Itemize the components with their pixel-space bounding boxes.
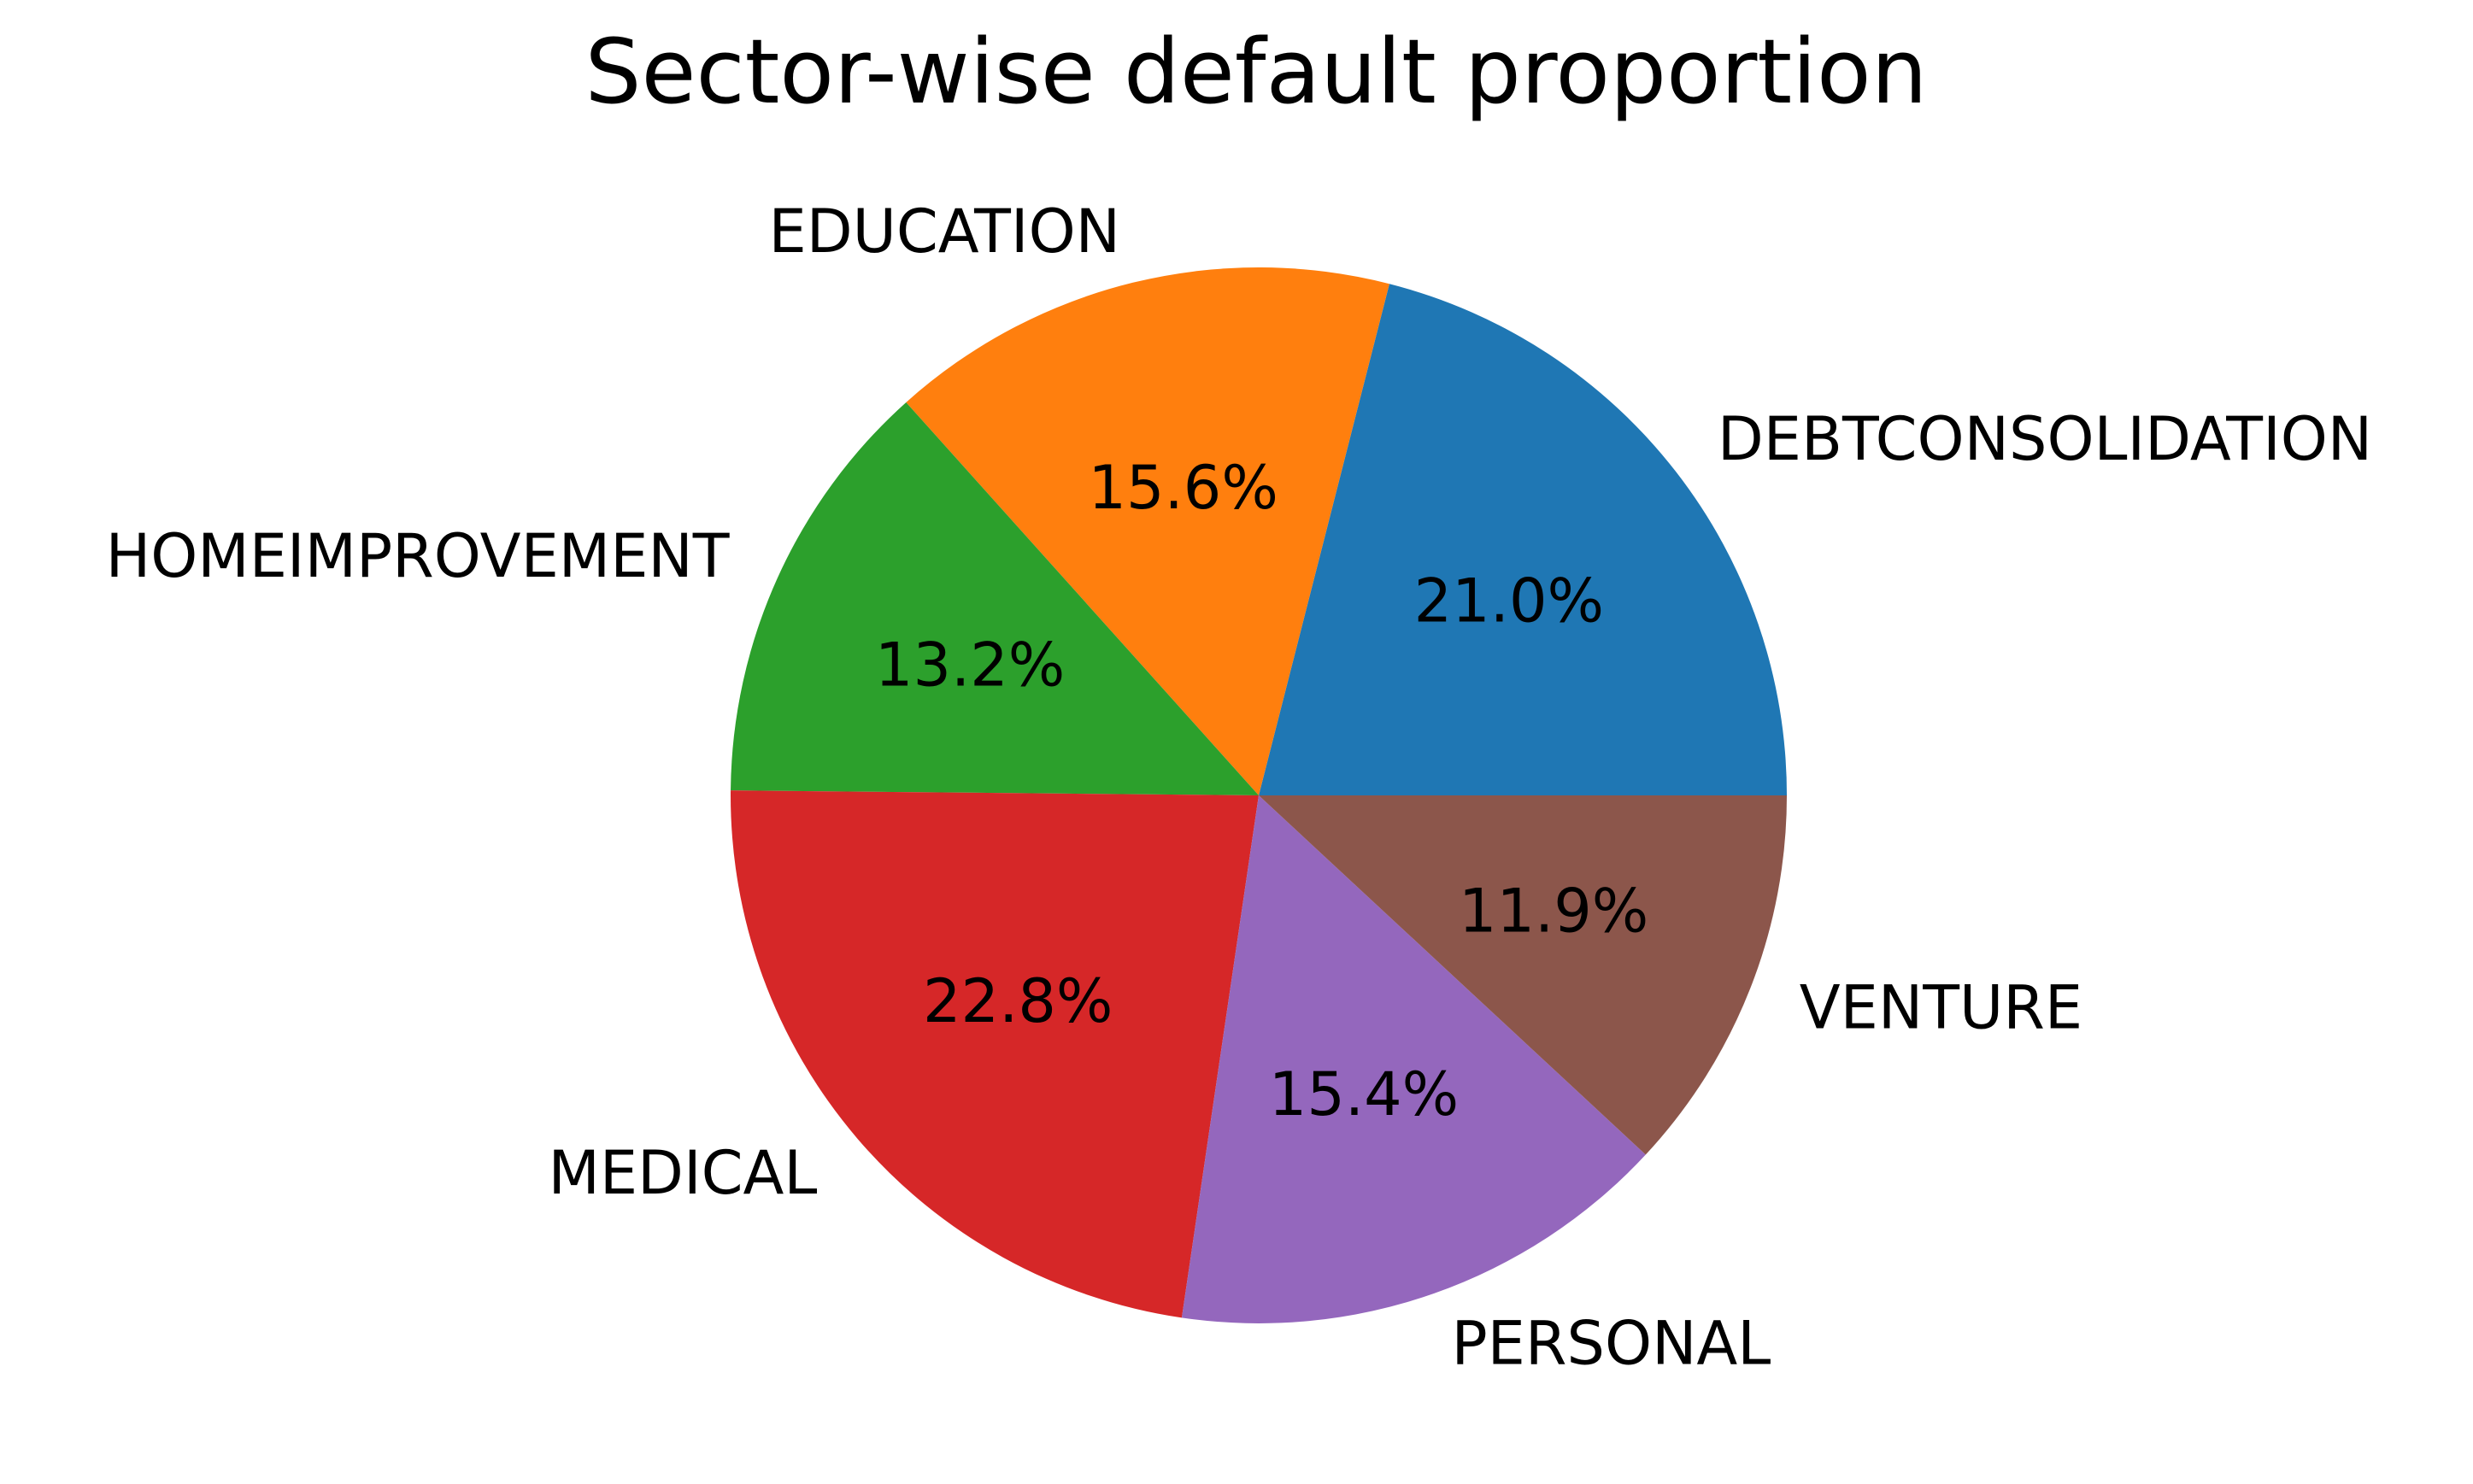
slice-percent-education: 15.6% bbox=[1088, 453, 1278, 523]
slice-label-homeimprovement: HOMEIMPROVEMENT bbox=[106, 521, 730, 591]
slice-percent-medical: 22.8% bbox=[923, 966, 1113, 1036]
slices-layer bbox=[731, 267, 1787, 1324]
labels-layer: DEBTCONSOLIDATION 21.0% EDUCATION 15.6% HOME… bbox=[106, 196, 2373, 1379]
pie-slice-homeimprovement bbox=[731, 402, 1259, 795]
slice-percent-personal: 15.4% bbox=[1269, 1059, 1459, 1129]
slice-label-venture: VENTURE bbox=[1800, 973, 2082, 1043]
pie-slice-education bbox=[906, 267, 1389, 795]
slice-percent-homeimprovement: 13.2% bbox=[875, 630, 1065, 700]
slice-label-medical: MEDICAL bbox=[548, 1138, 817, 1208]
slice-percent-venture: 11.9% bbox=[1459, 877, 1648, 947]
pie-slice-medical bbox=[731, 790, 1259, 1318]
slice-label-personal: PERSONAL bbox=[1451, 1308, 1771, 1378]
pie-slice-debtconsolidation bbox=[1259, 284, 1787, 795]
slice-label-education: EDUCATION bbox=[768, 196, 1120, 267]
slice-label-debtconsolidation: DEBTCONSOLIDATION bbox=[1718, 404, 2372, 474]
slice-percent-debtconsolidation: 21.0% bbox=[1414, 566, 1604, 636]
pie-slice-personal bbox=[1181, 795, 1646, 1324]
chart-title: Sector-wise default proportion bbox=[584, 20, 1927, 124]
pie-slice-venture bbox=[1259, 795, 1787, 1155]
